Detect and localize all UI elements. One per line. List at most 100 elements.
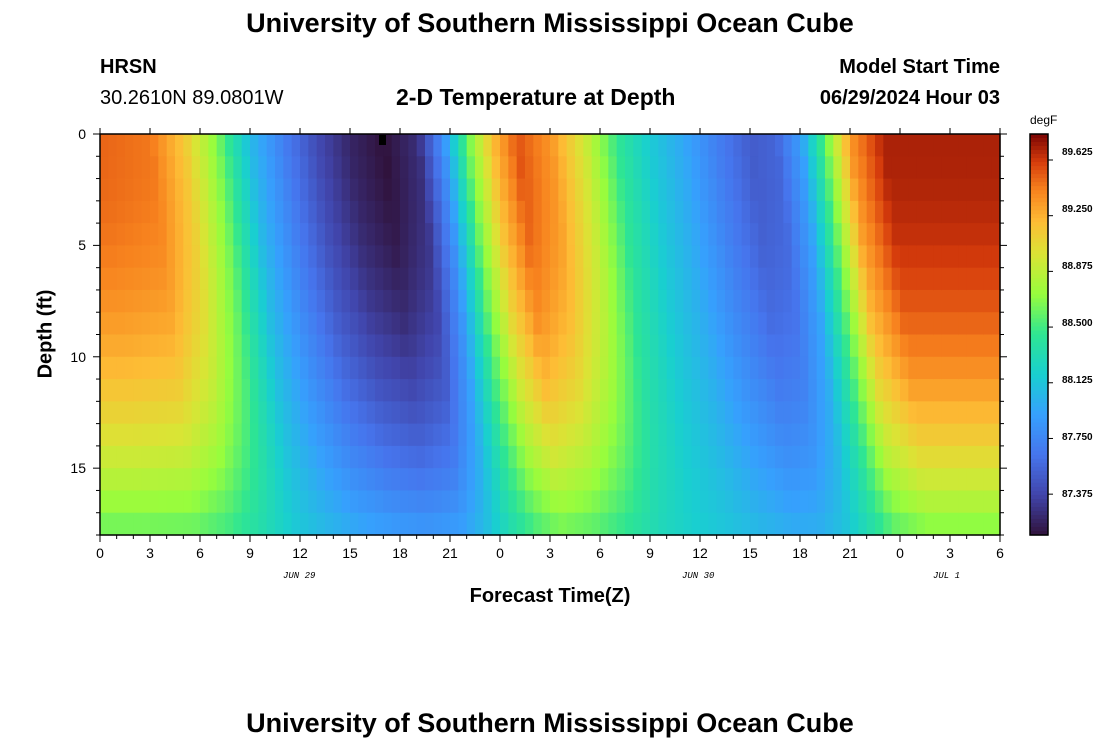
heatmap-cell [141, 245, 151, 269]
heatmap-cell [958, 267, 968, 291]
colorbar-segment [1030, 178, 1048, 183]
heatmap-cell [333, 468, 343, 492]
heatmap-cell [541, 156, 551, 180]
heatmap-cell [983, 156, 993, 180]
heatmap-cell [366, 312, 376, 336]
heatmap-cell [566, 401, 576, 425]
heatmap-cell [541, 445, 551, 469]
heatmap-cell [300, 289, 309, 313]
heatmap-cell [391, 423, 401, 447]
heatmap-cell [291, 512, 301, 536]
heatmap-cell [750, 512, 759, 536]
heatmap-cell [466, 267, 476, 291]
heatmap-cell [491, 401, 501, 425]
heatmap-cell [991, 379, 1001, 402]
heatmap-cell [925, 468, 934, 492]
heatmap-cell [841, 468, 851, 492]
heatmap-cell [808, 178, 818, 202]
heatmap-cell [258, 178, 268, 202]
heatmap-cell [700, 134, 709, 157]
heatmap-cell [350, 267, 359, 291]
heatmap-cell [875, 468, 884, 492]
heatmap-cell [283, 468, 293, 492]
heatmap-cell [291, 245, 301, 269]
x-tick-label: 3 [546, 545, 554, 561]
heatmap-cell [741, 289, 751, 313]
heatmap-cell [133, 356, 143, 380]
heatmap-cell [358, 245, 368, 269]
heatmap-cell [333, 312, 343, 336]
heatmap-cell [333, 423, 343, 447]
heatmap-cell [616, 267, 626, 291]
heatmap-cell [191, 312, 201, 336]
heatmap-cell [100, 156, 109, 180]
heatmap-cell [941, 156, 951, 180]
heatmap-cell [333, 401, 343, 425]
heatmap-cell [275, 512, 284, 536]
heatmap-cell [775, 312, 784, 336]
heatmap-cell [525, 223, 534, 246]
heatmap-cell [491, 156, 501, 180]
heatmap-cell [866, 468, 876, 492]
heatmap-cell [250, 401, 259, 425]
heatmap-cell [683, 156, 693, 180]
heatmap-cell [591, 245, 601, 269]
colorbar-segment [1030, 154, 1048, 159]
heatmap-cell [241, 156, 251, 180]
heatmap-cell [350, 512, 359, 536]
heatmap-cell [333, 334, 343, 358]
heatmap-cell [333, 490, 343, 514]
heatmap-cell [108, 245, 118, 269]
heatmap-cell [575, 200, 584, 224]
heatmap-cell [466, 134, 476, 157]
heatmap-cell [416, 401, 426, 425]
surface-marker [379, 135, 386, 145]
heatmap-cell [933, 423, 943, 447]
heatmap-cell [308, 200, 318, 224]
heatmap-cell [383, 490, 393, 514]
heatmap-cell [700, 401, 709, 425]
heatmap-cell [700, 512, 709, 536]
heatmap-cell [916, 267, 926, 291]
heatmap-cell [450, 312, 459, 336]
heatmap-cell [850, 334, 859, 358]
heatmap-cell [108, 423, 118, 447]
heatmap-cell [475, 267, 484, 291]
heatmap-cell [525, 423, 534, 447]
heatmap-cell [783, 379, 793, 402]
heatmap-cell [641, 468, 651, 492]
heatmap-cell [266, 245, 276, 269]
heatmap-cell [325, 445, 334, 469]
heatmap-cell [950, 423, 959, 447]
heatmap-cell [916, 356, 926, 380]
heatmap-cell [466, 156, 476, 180]
heatmap-cell [983, 223, 993, 246]
heatmap-cell [716, 178, 726, 202]
heatmap-cell [550, 134, 559, 157]
heatmap-cell [625, 267, 634, 291]
heatmap-cell [450, 134, 459, 157]
heatmap-cell [275, 178, 284, 202]
heatmap-cell [258, 356, 268, 380]
heatmap-cell [983, 512, 993, 536]
colorbar-segment [1030, 266, 1048, 271]
heatmap-cell [616, 379, 626, 402]
heatmap-cell [650, 134, 659, 157]
heatmap-cell [150, 267, 159, 291]
heatmap-cell [958, 178, 968, 202]
heatmap-cell [958, 312, 968, 336]
heatmap-cell [550, 468, 559, 492]
heatmap-cell [291, 200, 301, 224]
heatmap-cell [650, 245, 659, 269]
heatmap-cell [333, 223, 343, 246]
heatmap-cell [400, 334, 409, 358]
colorbar-tick-label: 89.250 [1062, 204, 1093, 215]
heatmap-cell [258, 312, 268, 336]
heatmap-cell [633, 178, 643, 202]
colorbar-segment [1030, 430, 1048, 436]
heatmap-cell [666, 512, 676, 536]
colorbar-segment [1030, 214, 1048, 219]
heatmap-cell [658, 267, 668, 291]
heatmap-cell [633, 334, 643, 358]
